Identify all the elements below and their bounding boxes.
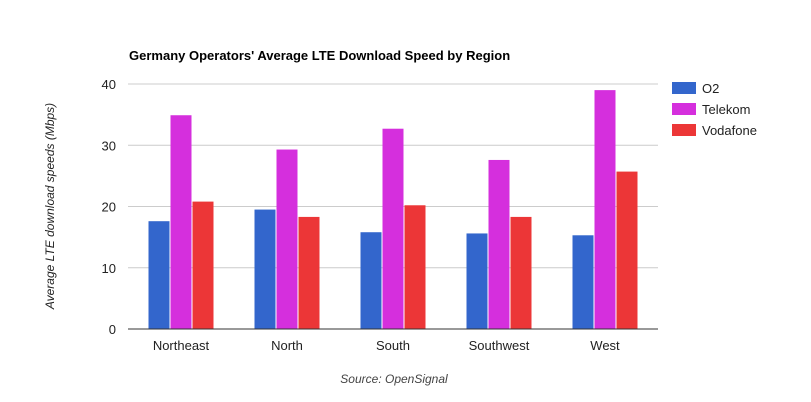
y-tick-label: 0 <box>109 322 116 337</box>
y-tick-label: 10 <box>102 261 116 276</box>
y-axis-label: Average LTE download speeds (Mbps) <box>43 103 57 310</box>
bar-vodafone-west <box>616 171 638 329</box>
bar-o2-south <box>360 232 382 329</box>
bar-telekom-northeast <box>170 115 192 329</box>
x-tick-label: Northeast <box>153 338 210 353</box>
bar-telekom-west <box>594 90 616 329</box>
x-tick-label: South <box>376 338 410 353</box>
bar-o2-west <box>572 235 594 329</box>
bar-telekom-southwest <box>488 159 510 329</box>
chart-title: Germany Operators' Average LTE Download … <box>129 48 510 63</box>
legend-label-telekom: Telekom <box>702 102 750 117</box>
bar-o2-southwest <box>466 233 488 329</box>
bar-o2-northeast <box>148 221 170 329</box>
bar-telekom-south <box>382 128 404 329</box>
x-axis-ticks: Northeast North South Southwest West <box>153 338 620 353</box>
bars <box>148 90 638 329</box>
legend-label-o2: O2 <box>702 81 719 96</box>
legend-label-vodafone: Vodafone <box>702 123 757 138</box>
bar-vodafone-northeast <box>192 201 214 329</box>
legend: O2 Telekom Vodafone <box>672 81 757 138</box>
legend-swatch-o2 <box>672 82 696 94</box>
bar-o2-north <box>254 209 276 329</box>
bar-vodafone-southwest <box>510 216 532 329</box>
bar-vodafone-south <box>404 205 426 329</box>
x-tick-label: North <box>271 338 303 353</box>
legend-swatch-telekom <box>672 103 696 115</box>
legend-swatch-vodafone <box>672 124 696 136</box>
source-note: Source: OpenSignal <box>340 372 448 386</box>
x-tick-label: West <box>590 338 620 353</box>
x-tick-label: Southwest <box>469 338 530 353</box>
y-axis-ticks: 0 10 20 30 40 <box>102 77 116 337</box>
y-tick-label: 30 <box>102 138 116 153</box>
y-tick-label: 40 <box>102 77 116 92</box>
y-tick-label: 20 <box>102 200 116 215</box>
bar-telekom-north <box>276 149 298 329</box>
bar-vodafone-north <box>298 216 320 329</box>
